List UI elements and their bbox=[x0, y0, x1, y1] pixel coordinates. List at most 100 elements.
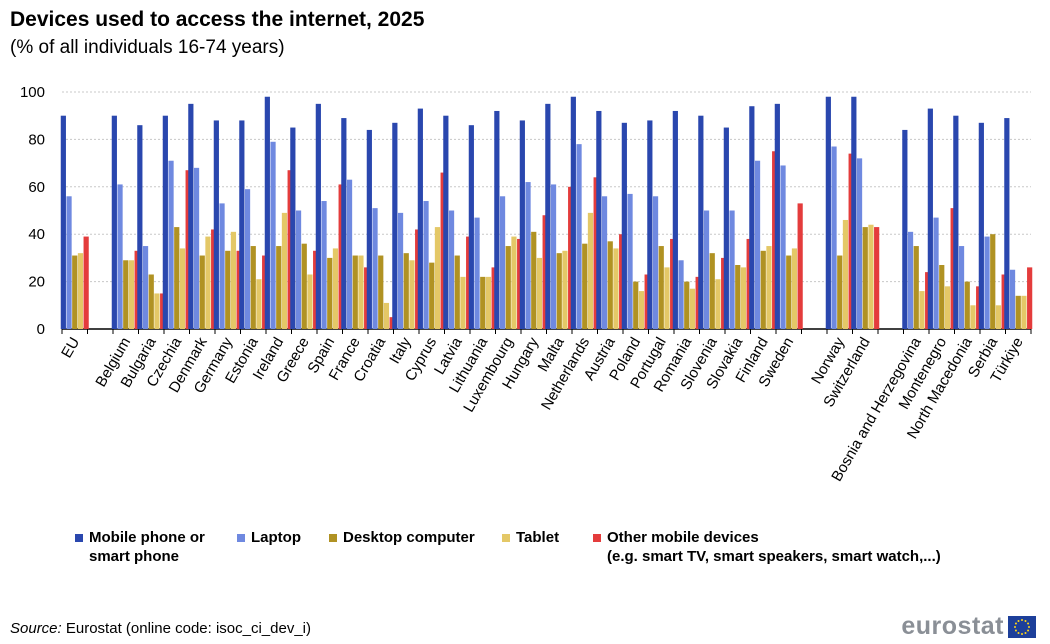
flag-star bbox=[1028, 625, 1030, 628]
bar bbox=[862, 227, 868, 329]
bar bbox=[601, 196, 608, 329]
y-tick-label: 20 bbox=[28, 274, 45, 291]
bar bbox=[211, 229, 217, 329]
bar bbox=[123, 260, 129, 329]
legend-label: (e.g. smart TV, smart speakers, smart wa… bbox=[607, 548, 941, 565]
bar bbox=[970, 305, 976, 329]
bar bbox=[902, 129, 908, 329]
bar bbox=[791, 248, 798, 329]
bar bbox=[179, 248, 186, 329]
bar bbox=[77, 253, 84, 329]
bar bbox=[341, 118, 347, 329]
bar bbox=[480, 276, 486, 329]
bar bbox=[1027, 267, 1033, 329]
bar bbox=[415, 229, 421, 329]
bar bbox=[134, 250, 140, 329]
bar bbox=[703, 210, 710, 329]
bar bbox=[111, 115, 117, 329]
legend-swatch-desktop bbox=[329, 534, 337, 542]
legend-label: Desktop computer bbox=[343, 529, 475, 546]
bar bbox=[978, 122, 984, 329]
bar bbox=[409, 260, 415, 329]
legend-item-tablet: Tablet bbox=[502, 528, 559, 547]
bar bbox=[225, 250, 231, 329]
legend-swatch-tablet bbox=[502, 534, 510, 542]
bar bbox=[72, 255, 78, 329]
bar bbox=[919, 291, 925, 329]
bar bbox=[250, 246, 256, 329]
bar bbox=[290, 127, 296, 329]
bar bbox=[780, 165, 786, 329]
bar bbox=[270, 141, 276, 329]
bar bbox=[276, 246, 282, 329]
flag-star bbox=[1027, 629, 1030, 631]
bar bbox=[664, 267, 670, 329]
bar bbox=[264, 96, 270, 330]
bar bbox=[995, 305, 1002, 329]
bar bbox=[831, 146, 837, 329]
bar bbox=[874, 227, 880, 329]
bar bbox=[950, 208, 956, 329]
bar bbox=[976, 286, 982, 329]
bar bbox=[797, 203, 803, 329]
flag-star bbox=[1021, 632, 1023, 635]
bar bbox=[494, 110, 500, 330]
bar bbox=[786, 255, 792, 329]
legend-label: Mobile phone or bbox=[89, 529, 205, 546]
bar bbox=[933, 217, 939, 329]
flag-star bbox=[1017, 631, 1020, 634]
flag-star bbox=[1014, 625, 1016, 628]
y-tick-label: 40 bbox=[28, 226, 45, 243]
bar bbox=[709, 253, 715, 329]
bar bbox=[429, 262, 435, 329]
legend-item-other: Other mobile devices (e.g. smart TV, smar… bbox=[593, 528, 941, 566]
bar bbox=[644, 274, 650, 329]
bar bbox=[60, 115, 66, 329]
bar bbox=[613, 248, 619, 329]
bar bbox=[746, 238, 752, 329]
bar bbox=[162, 115, 168, 329]
legend-item-desktop: Desktop computer bbox=[329, 528, 475, 547]
bar bbox=[684, 281, 690, 329]
bar bbox=[364, 267, 370, 329]
bar bbox=[117, 184, 123, 329]
bar bbox=[423, 201, 429, 329]
bar bbox=[366, 129, 372, 329]
bar bbox=[550, 184, 557, 329]
bar bbox=[174, 227, 180, 329]
bar bbox=[576, 144, 582, 329]
legend-label: smart phone bbox=[89, 548, 180, 565]
bar bbox=[383, 302, 390, 329]
bar bbox=[1001, 274, 1007, 329]
bar bbox=[199, 255, 205, 329]
bar bbox=[443, 115, 449, 329]
bar bbox=[378, 255, 384, 329]
bar bbox=[856, 158, 863, 329]
bar bbox=[460, 276, 466, 329]
flag-star bbox=[1014, 629, 1017, 631]
bar bbox=[958, 246, 965, 329]
bar bbox=[689, 288, 696, 329]
bar bbox=[531, 231, 537, 329]
bar bbox=[230, 231, 237, 329]
bar bbox=[825, 96, 831, 330]
bar bbox=[313, 250, 319, 329]
logo-text: eurostat bbox=[901, 612, 1004, 640]
source-text: Eurostat (online code: isoc_ci_dev_i) bbox=[61, 620, 312, 637]
bar bbox=[766, 246, 772, 329]
flag-star bbox=[1017, 619, 1020, 622]
bar bbox=[128, 260, 135, 329]
bar bbox=[511, 236, 517, 329]
bar bbox=[236, 250, 242, 329]
bar bbox=[545, 103, 551, 329]
bar bbox=[83, 236, 89, 329]
bar bbox=[397, 212, 404, 329]
bar bbox=[168, 160, 174, 329]
bar bbox=[485, 276, 492, 329]
bar bbox=[723, 127, 729, 329]
bar bbox=[570, 96, 576, 330]
bar bbox=[287, 170, 293, 329]
bar bbox=[332, 248, 339, 329]
bar bbox=[519, 120, 525, 329]
bar bbox=[939, 265, 945, 329]
